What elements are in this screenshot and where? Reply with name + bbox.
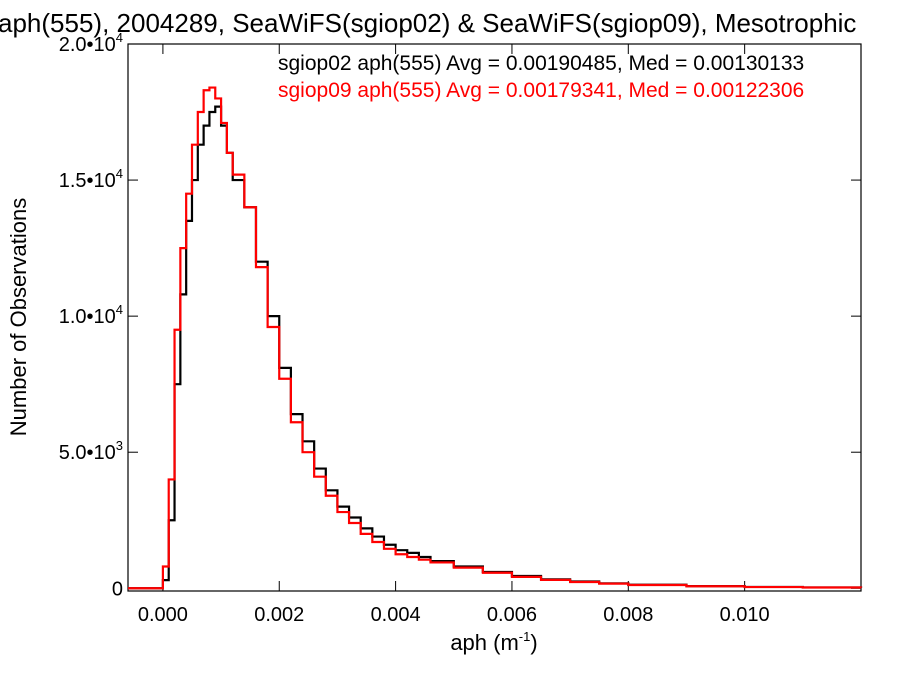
plot-frame (127, 43, 862, 592)
y-tick-mantissa: 1.5•10 (59, 170, 116, 192)
x-tick-label: 0.000 (138, 604, 188, 626)
y-tick-exponent: 4 (116, 302, 123, 317)
chart-title: aph(555), 2004289, SeaWiFS(sgiop02) & Se… (0, 8, 856, 38)
x-axis-label-sup: -1 (519, 629, 531, 644)
legend-entry-sgiop09: sgiop09 aph(555) Avg = 0.00179341, Med =… (278, 79, 804, 102)
y-tick-exponent: 4 (116, 166, 123, 181)
y-tick-exponent: 4 (116, 30, 123, 45)
y-tick-mantissa: 1.0•10 (59, 306, 116, 328)
y-tick-label: 1.5•104 (59, 166, 123, 192)
y-axis-label: Number of Observations (6, 198, 31, 436)
x-axis-label-tail: ) (530, 630, 537, 655)
x-tick-label: 0.004 (371, 604, 421, 626)
y-tick-mantissa: 2.0•10 (59, 34, 116, 56)
y-tick-label: 1.0•104 (59, 302, 123, 328)
y-tick-mantissa: 0 (112, 578, 123, 600)
y-tick-label: 0 (112, 578, 123, 600)
y-tick-mantissa: 5.0•10 (59, 442, 116, 464)
y-tick-label: 5.0•103 (59, 438, 123, 464)
axis-ticks: 0.000 0.002 0.004 0.006 0.008 0.010 0 5.0•103 1.… (59, 30, 861, 626)
x-axis-label: aph (m-1) (450, 629, 537, 655)
x-tick-label: 0.002 (254, 604, 304, 626)
x-tick-label: 0.006 (487, 604, 537, 626)
series-lines (128, 86, 863, 590)
series-line-0 (128, 105, 863, 590)
series-line-1 (128, 86, 863, 590)
x-tick-label: 0.008 (603, 604, 653, 626)
legend-entry-sgiop02: sgiop02 aph(555) Avg = 0.00190485, Med =… (278, 52, 804, 75)
x-tick-label: 0.010 (720, 604, 770, 626)
y-tick-label: 2.0•104 (59, 30, 123, 56)
y-tick-exponent: 3 (116, 438, 123, 453)
x-axis-label-base: aph (m (450, 630, 518, 655)
